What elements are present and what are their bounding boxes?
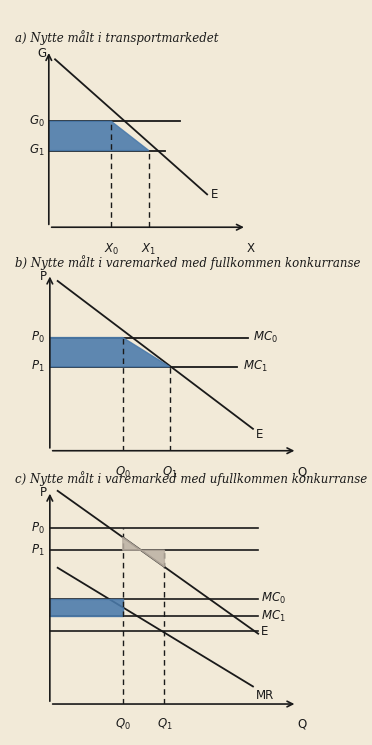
Text: $P_0$: $P_0$ — [31, 521, 45, 536]
Text: b) Nytte målt i varemarked med fullkommen konkurranse: b) Nytte målt i varemarked med fullkomme… — [15, 255, 360, 270]
Text: $P_0$: $P_0$ — [31, 330, 45, 345]
Text: a) Nytte målt i transportmarkedet: a) Nytte målt i transportmarkedet — [15, 30, 218, 45]
Text: $P_1$: $P_1$ — [31, 542, 45, 558]
Text: $MC_0$: $MC_0$ — [261, 591, 286, 606]
Text: $G_0$: $G_0$ — [29, 114, 45, 129]
Text: $X_0$: $X_0$ — [104, 242, 119, 257]
Polygon shape — [50, 598, 123, 616]
Text: P: P — [40, 270, 47, 283]
Polygon shape — [123, 537, 164, 567]
Text: Q: Q — [298, 717, 307, 730]
Text: $Q_0$: $Q_0$ — [115, 717, 131, 732]
Text: X: X — [247, 242, 255, 255]
Text: $G_1$: $G_1$ — [29, 143, 45, 158]
Text: G: G — [38, 46, 47, 60]
Text: $Q_0$: $Q_0$ — [115, 466, 131, 481]
Polygon shape — [49, 121, 149, 150]
Text: $P_1$: $P_1$ — [31, 359, 45, 374]
Polygon shape — [50, 337, 170, 367]
Text: $Q_1$: $Q_1$ — [162, 466, 177, 481]
Text: $Q_1$: $Q_1$ — [157, 717, 172, 732]
Text: E: E — [211, 188, 219, 201]
Text: P: P — [40, 486, 47, 499]
Text: $MC_0$: $MC_0$ — [253, 330, 278, 345]
Text: $MC_1$: $MC_1$ — [261, 609, 286, 624]
Text: Q: Q — [298, 466, 307, 478]
Text: $X_1$: $X_1$ — [141, 242, 156, 257]
Text: E: E — [261, 625, 268, 638]
Text: c) Nytte målt i varemarked med ufullkommen konkurranse: c) Nytte målt i varemarked med ufullkomm… — [15, 471, 367, 486]
Text: E: E — [256, 428, 263, 441]
Text: MR: MR — [256, 688, 274, 702]
Text: $MC_1$: $MC_1$ — [243, 359, 267, 374]
